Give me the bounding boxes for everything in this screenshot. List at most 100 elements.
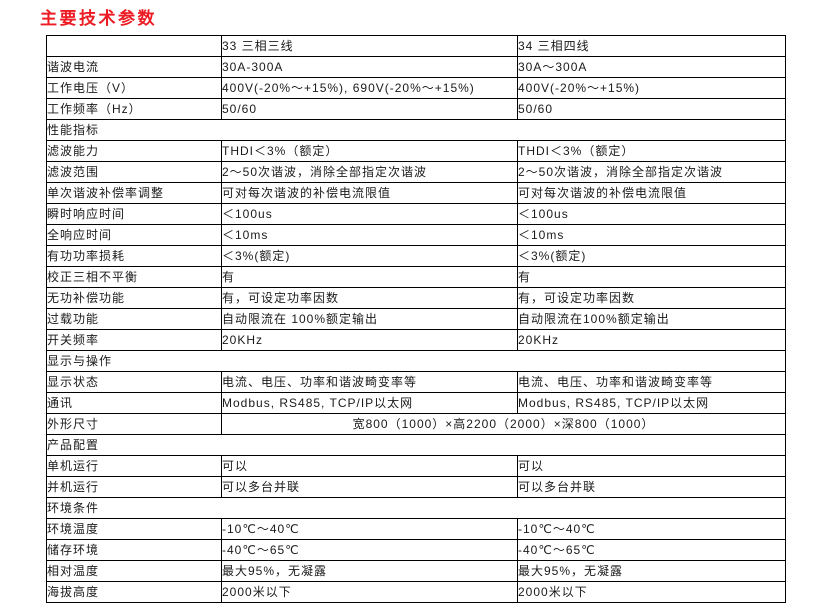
spec-value-cell-33: 有 [221,266,518,288]
spec-merged-value-cell: 宽800（1000）×高2200（2000）×深800（1000） [221,413,786,435]
spec-value-cell-33: 自动限流在 100%额定输出 [221,308,518,330]
spec-value-cell-33: 电流、电压、功率和谐波畸变率等 [221,371,518,393]
spec-value-cell-33: 2～50次谐波，消除全部指定次谐波 [221,161,518,183]
table-row: 全响应时间 ＜10ms ＜10ms [46,224,786,246]
spec-value-cell-34: 电流、电压、功率和谐波畸变率等 [517,371,786,393]
spec-value-cell-33: ＜3%(额定) [221,245,518,267]
spec-value-cell-34: 400V(-20%～+15%) [517,77,786,99]
spec-value-cell-34: -10℃～40℃ [517,518,786,540]
spec-value-cell-33: ＜10ms [221,224,518,246]
specs-table-body: 33 三相三线 34 三相四线 谐波电流 30A-300A 30A～300A 工作电压（V… [46,35,786,603]
spec-value-cell-34: 可对每次谐波的补偿电流限值 [517,182,786,204]
spec-label-cell: 全响应时间 [46,224,222,246]
spec-value-cell-34: 20KHz [517,329,786,351]
section-header-cell: 环境条件 [46,497,786,519]
spec-label-cell: 储存环境 [46,539,222,561]
spec-label-cell: 过载功能 [46,308,222,330]
spec-label-cell: 工作频率（Hz） [46,98,222,120]
spec-label-cell: 海拔高度 [46,581,222,603]
spec-value-cell-33: THDI＜3%（额定） [221,140,518,162]
spec-value-cell-33: 可对每次谐波的补偿电流限值 [221,182,518,204]
spec-value-cell-34: 2000米以下 [517,581,786,603]
table-row: 工作频率（Hz） 50/60 50/60 [46,98,786,120]
spec-value-cell-33: 400V(-20%～+15%), 690V(-20%～+15%) [221,77,518,99]
spec-value-cell-34: 可以 [517,455,786,477]
spec-label-cell: 并机运行 [46,476,222,498]
spec-value-cell-33: 有，可设定功率因数 [221,287,518,309]
spec-value-cell-33: 20KHz [221,329,518,351]
spec-label-cell: 谐波电流 [46,56,222,78]
table-header-row: 33 三相三线 34 三相四线 [46,35,786,57]
column-header-cell: 34 三相四线 [517,35,786,57]
spec-value-cell-34: 有 [517,266,786,288]
section-row: 显示与操作 [46,350,786,372]
table-row: 工作电压（V） 400V(-20%～+15%), 690V(-20%～+15%) 4… [46,77,786,99]
spec-value-cell-34: ＜3%(额定) [517,245,786,267]
spec-label-cell: 滤波能力 [46,140,222,162]
spec-value-cell-33: 2000米以下 [221,581,518,603]
spec-value-cell-34: 30A～300A [517,56,786,78]
spec-label-cell: 瞬时响应时间 [46,203,222,225]
page-title: 主要技术参数 [40,9,157,28]
spec-value-cell-33: 30A-300A [221,56,518,78]
section-row: 产品配置 [46,434,786,456]
table-row: 环境温度 -10℃～40℃ -10℃～40℃ [46,518,786,540]
spec-value-cell-33: -10℃～40℃ [221,518,518,540]
corner-cell [46,35,222,57]
spec-label-cell: 显示状态 [46,371,222,393]
spec-label-cell: 通讯 [46,392,222,414]
spec-label-cell: 相对温度 [46,560,222,582]
spec-label-cell: 单次谐波补偿率调整 [46,182,222,204]
spec-label-cell: 环境温度 [46,518,222,540]
spec-value-cell-33: 最大95%，无凝露 [221,560,518,582]
table-row: 有功功率损耗 ＜3%(额定) ＜3%(额定) [46,245,786,267]
spec-value-cell-34: 最大95%，无凝露 [517,560,786,582]
column-header-cell: 33 三相三线 [221,35,518,57]
table-row: 单机运行 可以 可以 [46,455,786,477]
spec-label-cell: 滤波范围 [46,161,222,183]
table-row: 无功补偿功能 有，可设定功率因数 有，可设定功率因数 [46,287,786,309]
section-row: 环境条件 [46,497,786,519]
spec-value-cell-33: Modbus, RS485, TCP/IP以太网 [221,392,518,414]
spec-label-cell: 有功功率损耗 [46,245,222,267]
spec-value-cell-34: -40℃～65℃ [517,539,786,561]
table-row: 开关频率 20KHz 20KHz [46,329,786,351]
spec-value-cell-34: 2～50次谐波，消除全部指定次谐波 [517,161,786,183]
spec-value-cell-34: 自动限流在100%额定输出 [517,308,786,330]
table-row: 相对温度 最大95%，无凝露 最大95%，无凝露 [46,560,786,582]
table-row: 过载功能 自动限流在 100%额定输出 自动限流在100%额定输出 [46,308,786,330]
spec-value-cell-33: 可以多台并联 [221,476,518,498]
table-row: 显示状态 电流、电压、功率和谐波畸变率等 电流、电压、功率和谐波畸变率等 [46,371,786,393]
spec-value-cell-34: 可以多台并联 [517,476,786,498]
spec-value-cell-34: 50/60 [517,98,786,120]
spec-value-cell-34: ＜100us [517,203,786,225]
table-row: 海拔高度 2000米以下 2000米以下 [46,581,786,603]
spec-value-cell-34: 有，可设定功率因数 [517,287,786,309]
table-row: 外形尺寸 宽800（1000）×高2200（2000）×深800（1000） [46,413,786,435]
spec-label-cell: 单机运行 [46,455,222,477]
table-row: 滤波能力 THDI＜3%（额定） THDI＜3%（额定） [46,140,786,162]
table-row: 通讯 Modbus, RS485, TCP/IP以太网 Modbus, RS485,… [46,392,786,414]
spec-value-cell-34: THDI＜3%（额定） [517,140,786,162]
table-row: 瞬时响应时间 ＜100us ＜100us [46,203,786,225]
spec-label-cell: 外形尺寸 [46,413,222,435]
spec-value-cell-34: ＜10ms [517,224,786,246]
table-row: 滤波范围 2～50次谐波，消除全部指定次谐波 2～50次谐波，消除全部指定次谐波 [46,161,786,183]
table-row: 储存环境 -40℃～65℃ -40℃～65℃ [46,539,786,561]
section-header-cell: 产品配置 [46,434,786,456]
section-header-cell: 显示与操作 [46,350,786,372]
spec-label-cell: 无功补偿功能 [46,287,222,309]
specs-table: 33 三相三线 34 三相四线 谐波电流 30A-300A 30A～300A 工作电压（V… [46,35,786,603]
spec-value-cell-33: -40℃～65℃ [221,539,518,561]
table-row: 并机运行 可以多台并联 可以多台并联 [46,476,786,498]
spec-value-cell-34: Modbus, RS485, TCP/IP以太网 [517,392,786,414]
table-row: 单次谐波补偿率调整 可对每次谐波的补偿电流限值 可对每次谐波的补偿电流限值 [46,182,786,204]
spec-value-cell-33: ＜100us [221,203,518,225]
spec-label-cell: 工作电压（V） [46,77,222,99]
section-header-cell: 性能指标 [46,119,786,141]
spec-label-cell: 开关频率 [46,329,222,351]
spec-label-cell: 校正三相不平衡 [46,266,222,288]
section-row: 性能指标 [46,119,786,141]
spec-value-cell-33: 50/60 [221,98,518,120]
